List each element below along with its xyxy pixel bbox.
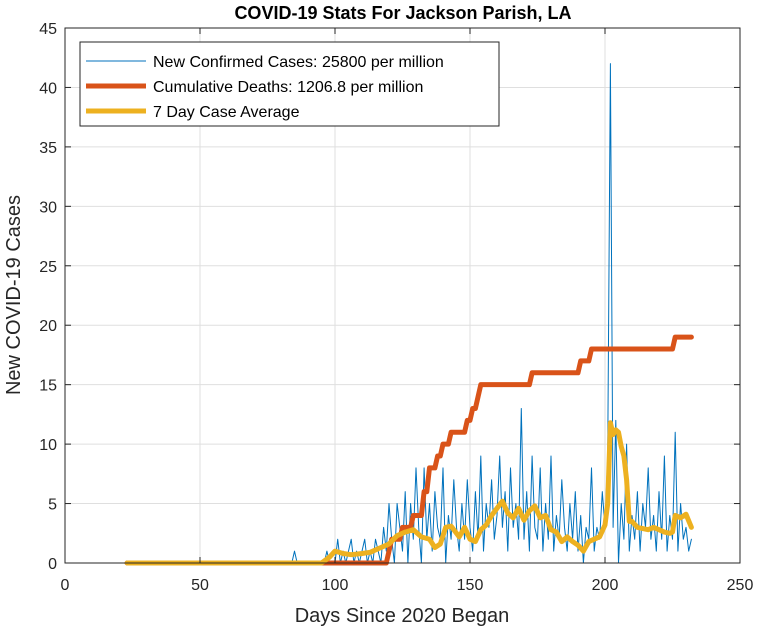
y-tick-label: 15	[39, 378, 57, 395]
axis-ticks: 0 50 100 150 200 250 0 5 10 15 20 25 30 35 40 45	[39, 21, 753, 594]
x-axis-title: Days Since 2020 Began	[295, 605, 510, 627]
x-tick-label: 200	[592, 577, 619, 594]
legend-label: Cumulative Deaths: 1206.8 per million	[153, 79, 423, 96]
legend-item-cumulative-deaths: Cumulative Deaths: 1206.8 per million	[86, 79, 423, 96]
x-tick-label: 50	[191, 577, 209, 594]
y-tick-label: 35	[39, 140, 57, 157]
x-tick-label: 250	[727, 577, 754, 594]
y-tick-label: 20	[39, 318, 57, 335]
legend-label: 7 Day Case Average	[153, 104, 300, 121]
legend-item-new-cases: New Confirmed Cases: 25800 per million	[86, 54, 444, 71]
cumulative-deaths-line	[124, 334, 694, 566]
y-tick-label: 45	[39, 21, 57, 38]
y-axis-title: New COVID-19 Cases	[3, 195, 25, 395]
y-tick-label: 40	[39, 80, 57, 97]
seven-day-average-line	[124, 420, 694, 566]
legend-label: New Confirmed Cases: 25800 per million	[153, 54, 444, 71]
y-tick-label: 0	[48, 556, 57, 573]
y-tick-label: 25	[39, 259, 57, 276]
x-tick-label: 0	[61, 577, 70, 594]
legend-item-seven-day-average: 7 Day Case Average	[86, 104, 300, 121]
x-tick-label: 100	[322, 577, 349, 594]
y-tick-label: 5	[48, 497, 57, 514]
y-tick-label: 10	[39, 437, 57, 454]
y-tick-label: 30	[39, 199, 57, 216]
plot-frame	[64, 27, 741, 564]
chart-title: COVID-19 Stats For Jackson Parish, LA	[234, 3, 571, 23]
legend: New Confirmed Cases: 25800 per million Cu…	[79, 41, 500, 127]
series-layer	[124, 63, 694, 566]
x-tick-label: 150	[457, 577, 484, 594]
legend-box	[79, 41, 500, 127]
